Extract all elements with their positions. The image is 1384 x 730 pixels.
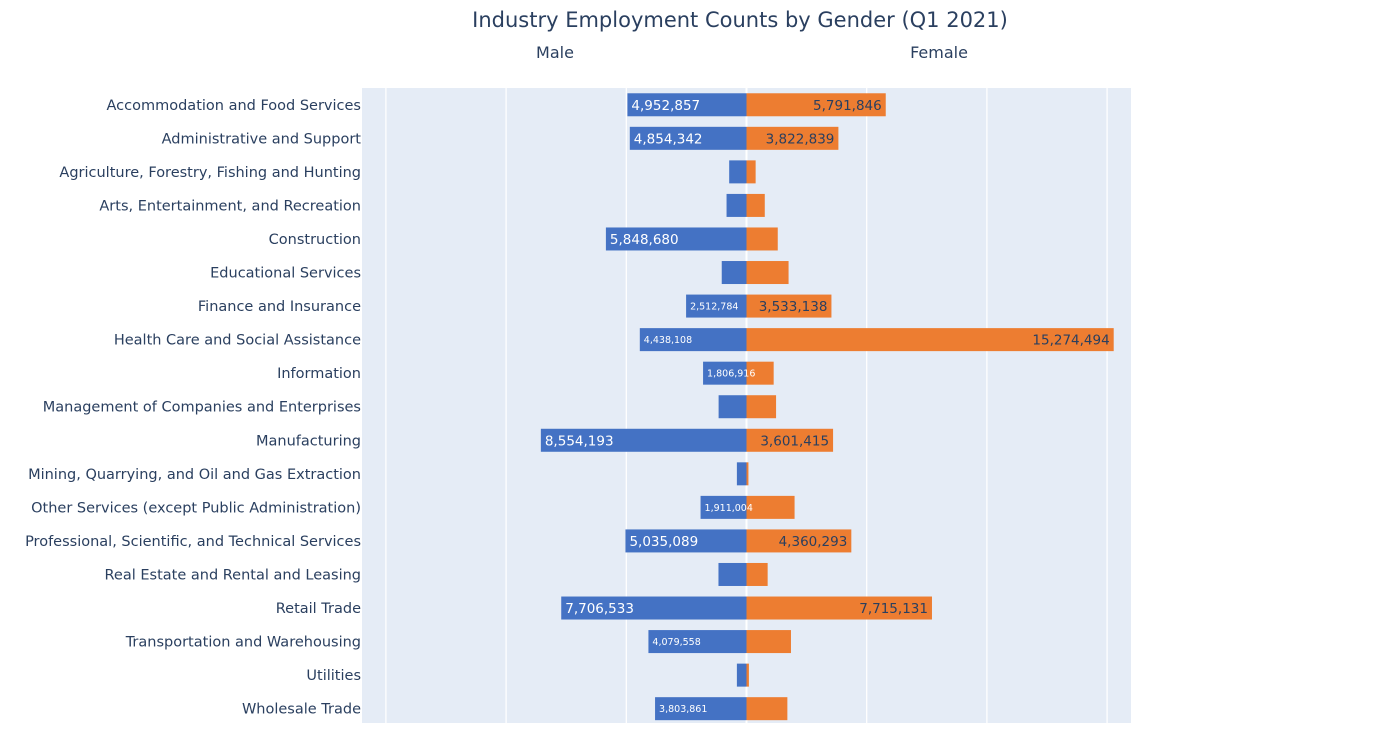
category-label: Utilities	[306, 668, 361, 684]
bar-female	[746, 261, 789, 285]
bar-male	[718, 562, 747, 586]
facet-label-female: Female	[910, 43, 968, 62]
data-label-female: 3,601,415	[760, 433, 829, 449]
data-label-female: 3,822,839	[766, 131, 835, 147]
bar-male	[655, 697, 747, 721]
bar-male	[736, 462, 747, 486]
category-label: Mining, Quarrying, and Oil and Gas Extra…	[28, 467, 361, 483]
bar-male	[629, 126, 747, 150]
data-label-male: 2,512,784	[690, 302, 738, 313]
bar-female	[746, 630, 791, 654]
bar-male	[686, 294, 747, 318]
bar-male	[718, 395, 747, 419]
category-label: Educational Services	[210, 266, 361, 282]
data-label-female: 3,533,138	[759, 299, 828, 315]
category-label: Accommodation and Food Services	[107, 98, 362, 114]
bar-female	[746, 294, 832, 318]
category-label: Management of Companies and Enterprises	[43, 400, 361, 416]
bar-male	[625, 529, 747, 553]
bar-male	[729, 160, 747, 184]
category-label: Finance and Insurance	[198, 299, 361, 315]
bar-female	[746, 663, 749, 687]
data-label-male: 3,803,861	[659, 704, 707, 715]
category-label: Agriculture, Forestry, Fishing and Hunti…	[59, 165, 361, 181]
bar-male	[736, 663, 747, 687]
data-label-male: 8,554,193	[545, 433, 614, 449]
bar-female	[746, 428, 834, 452]
category-label: Wholesale Trade	[242, 702, 361, 718]
bar-female	[746, 126, 839, 150]
category-label: Professional, Scientific, and Technical …	[25, 534, 361, 550]
data-label-male: 7,706,533	[565, 601, 634, 617]
category-labels: Accommodation and Food Services Administr…	[25, 98, 361, 718]
data-label-male: 4,079,558	[652, 637, 700, 648]
bar-male	[700, 495, 747, 519]
chart-title: Industry Employment Counts by Gender (Q1…	[472, 8, 1008, 32]
bar-female	[746, 596, 932, 620]
bar-labels: 4,952,857 5,791,846 4,854,342 3,822,839 5,84…	[545, 98, 1110, 715]
facet-label-male: Male	[536, 43, 574, 62]
category-label: Real Estate and Rental and Leasing	[105, 567, 362, 583]
category-label: Construction	[269, 232, 361, 248]
bar-female	[746, 227, 778, 251]
bar-female	[746, 160, 756, 184]
bar-female	[746, 562, 768, 586]
data-label-male: 4,952,857	[631, 98, 700, 114]
bar-male	[648, 630, 747, 654]
bar-female	[746, 395, 777, 419]
data-label-male: 4,854,342	[634, 131, 703, 147]
data-label-male: 1,911,004	[705, 503, 753, 514]
category-label: Transportation and Warehousing	[125, 635, 361, 651]
category-label: Manufacturing	[256, 433, 361, 449]
bar-female	[746, 193, 765, 217]
bar-female	[746, 495, 795, 519]
bar-male	[627, 93, 747, 117]
bars	[540, 93, 1114, 721]
bar-male	[639, 328, 747, 352]
bar-female	[746, 462, 749, 486]
bar-male	[605, 227, 747, 251]
bar-male	[721, 261, 747, 285]
category-label: Health Care and Social Assistance	[114, 333, 361, 349]
data-label-male: 1,806,916	[707, 369, 755, 380]
data-label-female: 15,274,494	[1032, 333, 1109, 349]
category-label: Information	[277, 366, 361, 382]
bar-female	[746, 361, 774, 385]
data-label-female: 4,360,293	[779, 534, 848, 550]
bar-male	[561, 596, 747, 620]
bar-male	[726, 193, 747, 217]
data-label-female: 7,715,131	[859, 601, 928, 617]
data-label-male: 5,848,680	[610, 232, 679, 248]
bar-male	[703, 361, 747, 385]
bar-female	[746, 93, 886, 117]
bar-female	[746, 328, 1114, 352]
data-label-male: 5,035,089	[629, 534, 698, 550]
category-label: Administrative and Support	[162, 131, 362, 147]
category-label: Other Services (except Public Administra…	[31, 500, 361, 516]
data-label-male: 4,438,108	[644, 335, 692, 346]
category-label: Arts, Entertainment, and Recreation	[99, 198, 361, 214]
bar-female	[746, 529, 852, 553]
bar-male	[540, 428, 747, 452]
data-label-female: 5,791,846	[813, 98, 882, 114]
category-label: Retail Trade	[276, 601, 361, 617]
bar-female	[746, 697, 788, 721]
